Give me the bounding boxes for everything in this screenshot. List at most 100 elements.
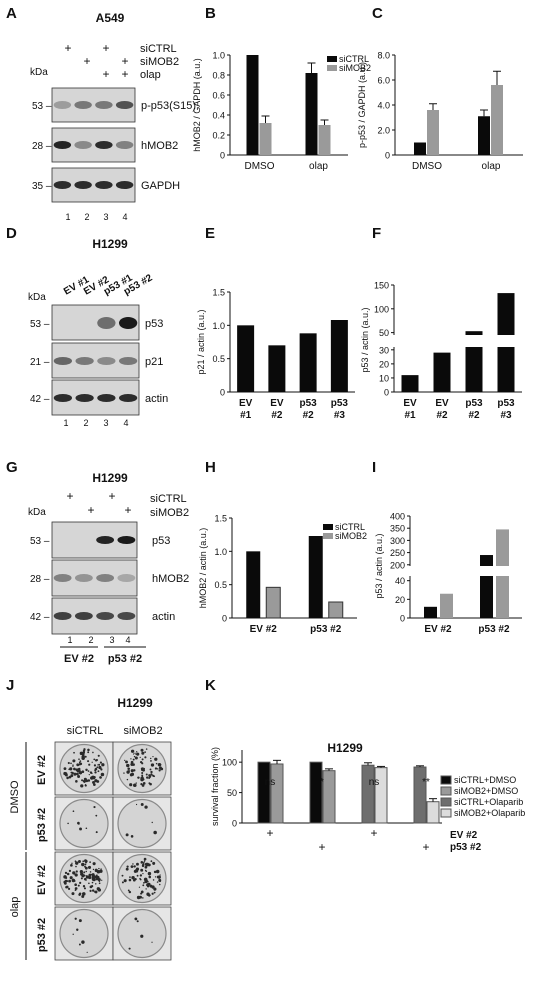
panel-j-colony (135, 751, 138, 753)
chart-c-bar (427, 110, 439, 155)
panel-d-lane-number: 3 (103, 418, 108, 428)
panel-j-colony (150, 860, 153, 863)
panel-j-colony (92, 878, 96, 882)
panel-j-colony (151, 821, 153, 824)
panel-j-colony (125, 760, 128, 764)
panel-g-mw-marker: 42 – (30, 612, 50, 623)
chart-f-category-label: #2 (468, 410, 480, 421)
panel-j-colony (75, 861, 79, 865)
panel-j-colony (73, 772, 77, 776)
panel-j-colony (144, 751, 146, 753)
chart-f-bar (465, 347, 483, 392)
panel-j-colony (130, 865, 134, 868)
chart-f-bar (401, 375, 419, 392)
panel-a-lane-number: 1 (65, 212, 70, 222)
panel-j-colony (81, 874, 85, 878)
chart-k-y-tick-label: 0 (232, 819, 237, 829)
panel-j-colony (69, 767, 73, 771)
panel-j-cell-line: H1299 (117, 696, 153, 710)
panel-j-colony (135, 753, 137, 755)
panel-d-blot-band (53, 357, 73, 365)
panel-j-colony (128, 878, 132, 882)
panel-a-blot-band (53, 141, 72, 149)
panel-j-colony (72, 765, 74, 768)
panel-j-colony (150, 770, 153, 774)
panel-j-colony (72, 764, 74, 766)
chart-k-significance: ** (422, 777, 430, 788)
chart-i-y-tick-label: 300 (390, 536, 405, 546)
panel-j-colony (64, 871, 68, 875)
panel-j-column-label: siCTRL (67, 725, 104, 737)
panel-j-treatment-label: DMSO (9, 780, 21, 813)
panel-j-colony (95, 831, 98, 834)
chart-b-legend-label: siCTRL (339, 54, 369, 64)
panel-j-colony (70, 864, 73, 867)
panel-j-colony (69, 876, 73, 880)
panel-j-treatment-label: olap (9, 897, 21, 918)
panel-j-colony (73, 759, 76, 762)
panel-j-colony (140, 802, 144, 806)
panel-j-colony (125, 867, 129, 871)
panel-g-plus: + (124, 503, 131, 517)
panel-g-condition-label: siCTRL (150, 493, 187, 505)
panel-j-colony (74, 889, 77, 892)
panel-letter-g: G (6, 459, 18, 476)
panel-j-colony (70, 762, 72, 765)
panel-j-colony (143, 861, 145, 864)
chart-b-y-tick-label: 0.6 (212, 91, 225, 101)
panel-j-row-label: p53 #2 (36, 918, 48, 952)
panel-a-lane-number: 3 (103, 212, 108, 222)
panel-j-colony (65, 885, 68, 889)
panel-j-colony (100, 768, 103, 771)
panel-j-colony (136, 862, 139, 866)
panel-j-dish (117, 798, 167, 849)
chart-f-category-label: #1 (404, 410, 416, 421)
chart-b-category-label: DMSO (245, 161, 275, 172)
panel-j-plate (112, 851, 172, 906)
chart-e-category-label: EV (239, 398, 253, 409)
panel-j-colony (130, 769, 134, 773)
panel-j-colony (142, 768, 146, 772)
panel-a-plus: + (102, 41, 109, 55)
panel-g-plus: + (87, 503, 94, 517)
chart-k-title: H1299 (327, 741, 363, 755)
chart-k-bar (426, 801, 440, 824)
chart-f-y-tick-label: 20 (379, 359, 389, 369)
panel-j-colony (153, 887, 157, 891)
panel-j-colony (136, 895, 141, 900)
panel-a-lane-number: 2 (84, 212, 89, 222)
panel-j-colony (140, 777, 144, 782)
panel-a-blot-label: hMOB2 (141, 140, 178, 152)
panel-g-blot (51, 521, 138, 559)
chart-h-category-label: EV #2 (250, 624, 278, 635)
chart-b-legend-swatch (327, 56, 337, 62)
panel-d-blot-label: p53 (145, 318, 163, 330)
panel-j-colony (101, 879, 103, 881)
panel-j-colony (147, 863, 151, 867)
panel-j-colony (78, 763, 81, 766)
panel-d-blot-band (118, 317, 138, 329)
chart-i-bar (480, 576, 493, 618)
panel-j-colony (159, 883, 161, 886)
panel-j-colony (136, 752, 140, 756)
panel-j-colony (127, 889, 130, 892)
chart-h-legend-label: siMOB2 (335, 531, 367, 541)
panel-j-colony (138, 886, 141, 888)
panel-j-colony (150, 757, 152, 760)
panel-j-colony (95, 883, 97, 885)
chart-i-category-label: EV #2 (424, 624, 452, 635)
panel-g-lane-number: 3 (109, 635, 114, 645)
panel-j-colony (94, 771, 97, 774)
panel-d-kda: kDa (28, 292, 46, 303)
chart-k-legend-label: siCTRL+Olaparib (454, 797, 523, 807)
panel-j-colony (76, 772, 79, 776)
panel-d-blot-band (118, 394, 138, 402)
panel-j-colony (96, 766, 99, 769)
chart-k-legend-label: siMOB2+DMSO (454, 786, 518, 796)
panel-j-colony (81, 894, 85, 898)
panel-j-colony (89, 871, 92, 873)
panel-a-lane-number: 4 (122, 212, 127, 222)
panel-j-colony (66, 872, 70, 876)
chart-k-row-label: EV #2 (450, 830, 478, 841)
